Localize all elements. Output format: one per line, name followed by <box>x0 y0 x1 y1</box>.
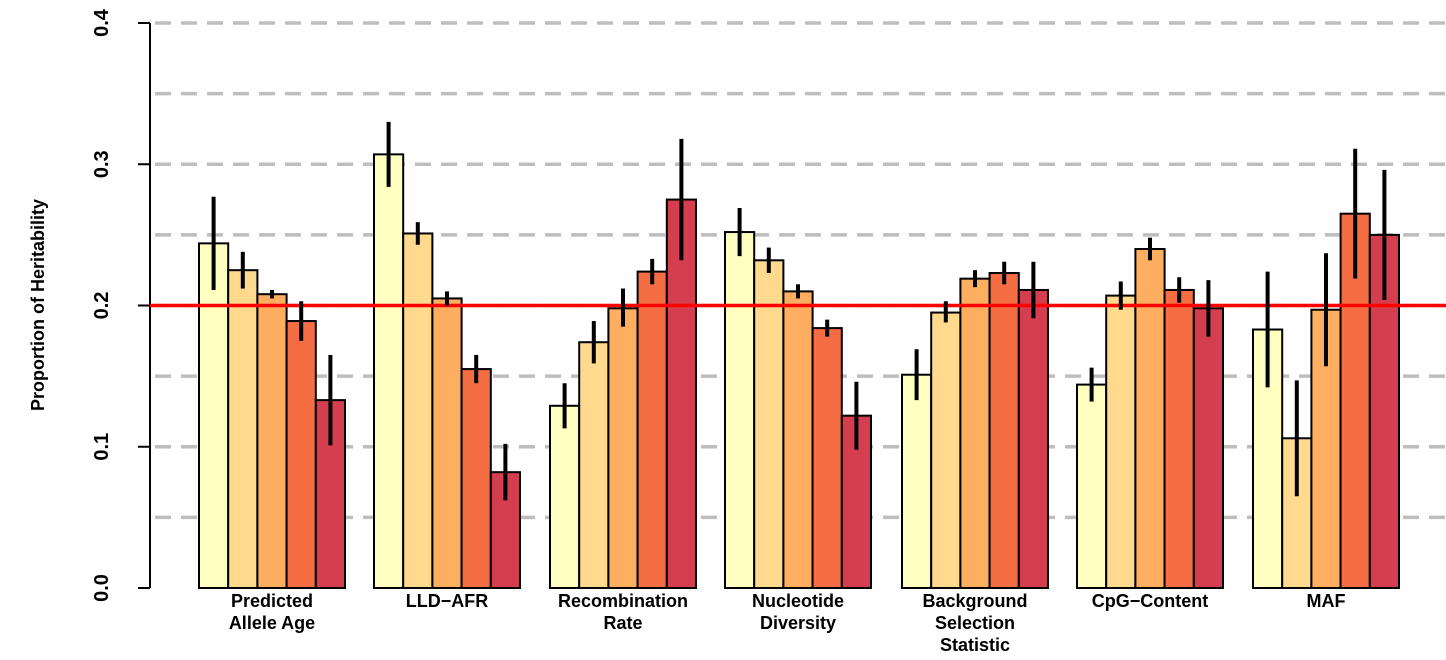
y-axis-title: Proportion of Heritability <box>28 199 48 411</box>
bar <box>1163 288 1195 589</box>
category-label: Predicted <box>231 591 313 611</box>
bar <box>198 242 230 589</box>
bars <box>198 153 1401 590</box>
bar <box>988 272 1020 589</box>
bar <box>460 368 492 589</box>
bar <box>930 311 962 589</box>
category-label: Selection <box>935 613 1015 633</box>
category-label: Recombination <box>558 591 688 611</box>
bar <box>431 297 463 589</box>
bar <box>578 341 610 589</box>
bar <box>1076 383 1108 589</box>
bar <box>811 327 843 589</box>
bar <box>285 320 317 589</box>
bar <box>549 404 581 589</box>
y-tick-label: 0.2 <box>91 292 113 320</box>
y-tick-label: 0.4 <box>91 8 113 37</box>
category-label: Nucleotide <box>752 591 844 611</box>
y-tick-label: 0.1 <box>91 433 113 461</box>
error-bars <box>211 121 1387 501</box>
category-label: Diversity <box>760 613 836 633</box>
bar <box>901 373 933 589</box>
category-label: Background <box>922 591 1027 611</box>
bar <box>402 232 434 589</box>
bar <box>227 269 259 589</box>
category-label: CpG−Content <box>1092 591 1209 611</box>
bar <box>1134 248 1166 589</box>
y-tick-label: 0.0 <box>91 574 113 602</box>
y-tick-label: 0.3 <box>91 150 113 178</box>
bar <box>959 277 991 589</box>
bar <box>256 293 288 589</box>
category-label: Allele Age <box>229 613 315 633</box>
bar <box>607 307 639 589</box>
bar <box>724 231 756 590</box>
bar <box>665 198 697 589</box>
category-label: Rate <box>603 613 642 633</box>
bar <box>373 153 405 590</box>
bar <box>636 270 668 589</box>
bar <box>753 259 785 589</box>
bar <box>782 290 814 589</box>
bar <box>1105 294 1137 589</box>
y-axis: 0.0 0.1 0.2 0.3 0.4 <box>91 8 151 602</box>
category-label: LLD−AFR <box>406 591 489 611</box>
bar <box>1192 307 1225 589</box>
category-label: Statistic <box>940 635 1010 655</box>
bar <box>1017 288 1049 589</box>
category-label: MAF <box>1307 591 1346 611</box>
